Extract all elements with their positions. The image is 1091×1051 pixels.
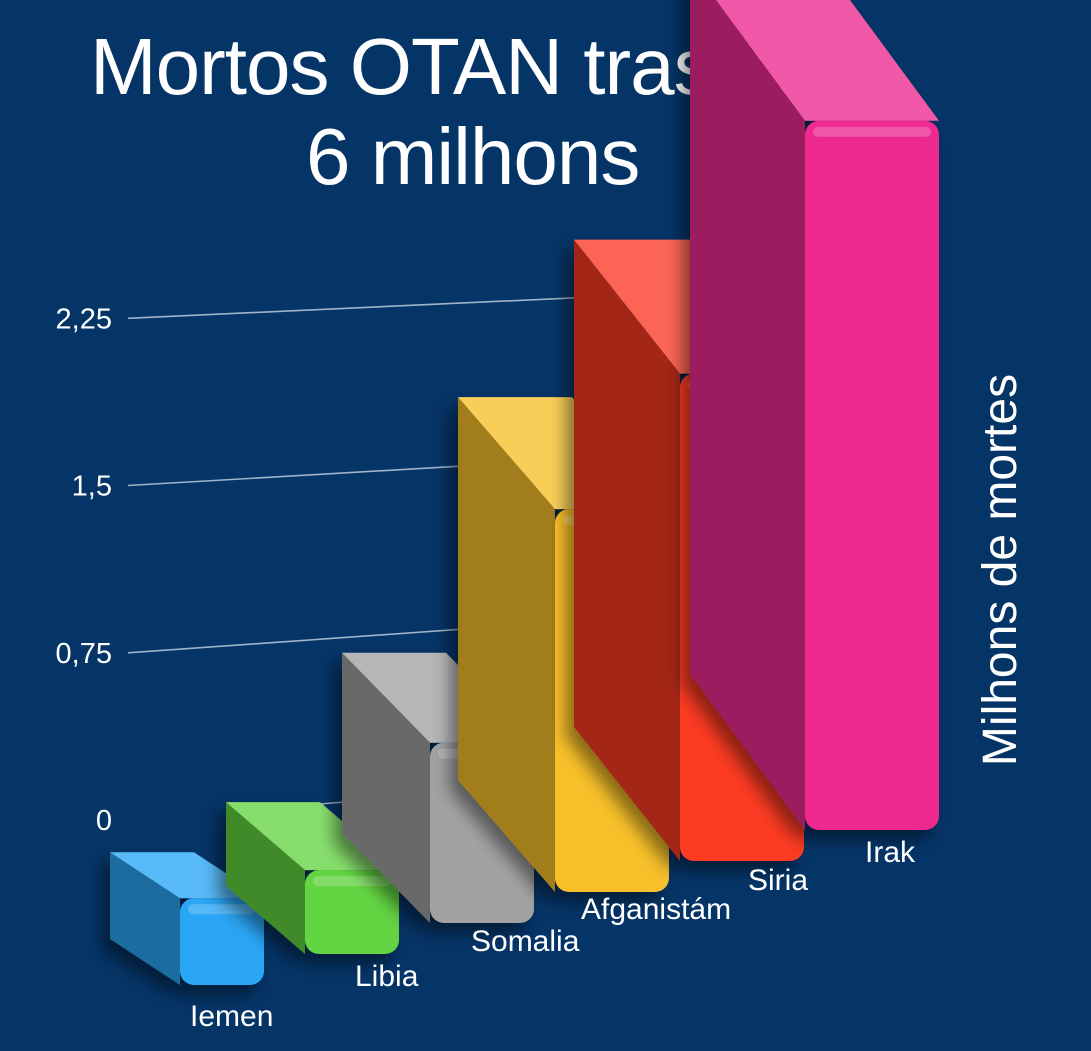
bar-top-face: [226, 802, 399, 871]
bar-side-face: [110, 852, 180, 985]
category-label: Libia: [355, 960, 419, 993]
bar-front-face: [805, 120, 939, 831]
bar-side-face: [342, 652, 430, 923]
bar-highlight: [813, 126, 931, 137]
bar-side-face: [226, 802, 305, 954]
category-label: Afganistám: [581, 893, 731, 926]
y-tick-label: 2,25: [56, 303, 112, 335]
bar-top-face: [715, 0, 939, 121]
bar-side-face: [690, 0, 805, 830]
category-label: Somalia: [471, 925, 580, 958]
y-axis-label: Milhons de mortes: [974, 374, 1027, 766]
category-label: Siria: [748, 864, 808, 897]
bar-front-face: [180, 898, 264, 985]
bar-side-face: [458, 397, 555, 892]
bar-front-face: [305, 870, 399, 954]
bar: [690, 0, 939, 831]
y-tick-label: 0: [96, 805, 112, 837]
bar: [226, 802, 399, 954]
category-label: Iemen: [190, 1000, 273, 1033]
bar-top-face: [110, 852, 264, 899]
y-tick-label: 1,5: [72, 471, 112, 503]
bar-side-face: [574, 239, 680, 862]
bar-highlight: [313, 876, 391, 887]
y-tick-label: 0,75: [56, 638, 112, 670]
chart-title-line-2: 6 milhons: [306, 112, 640, 201]
bars: [110, 0, 939, 985]
category-label: Irak: [865, 836, 916, 869]
bar-highlight: [188, 904, 256, 915]
bar: [110, 852, 264, 985]
